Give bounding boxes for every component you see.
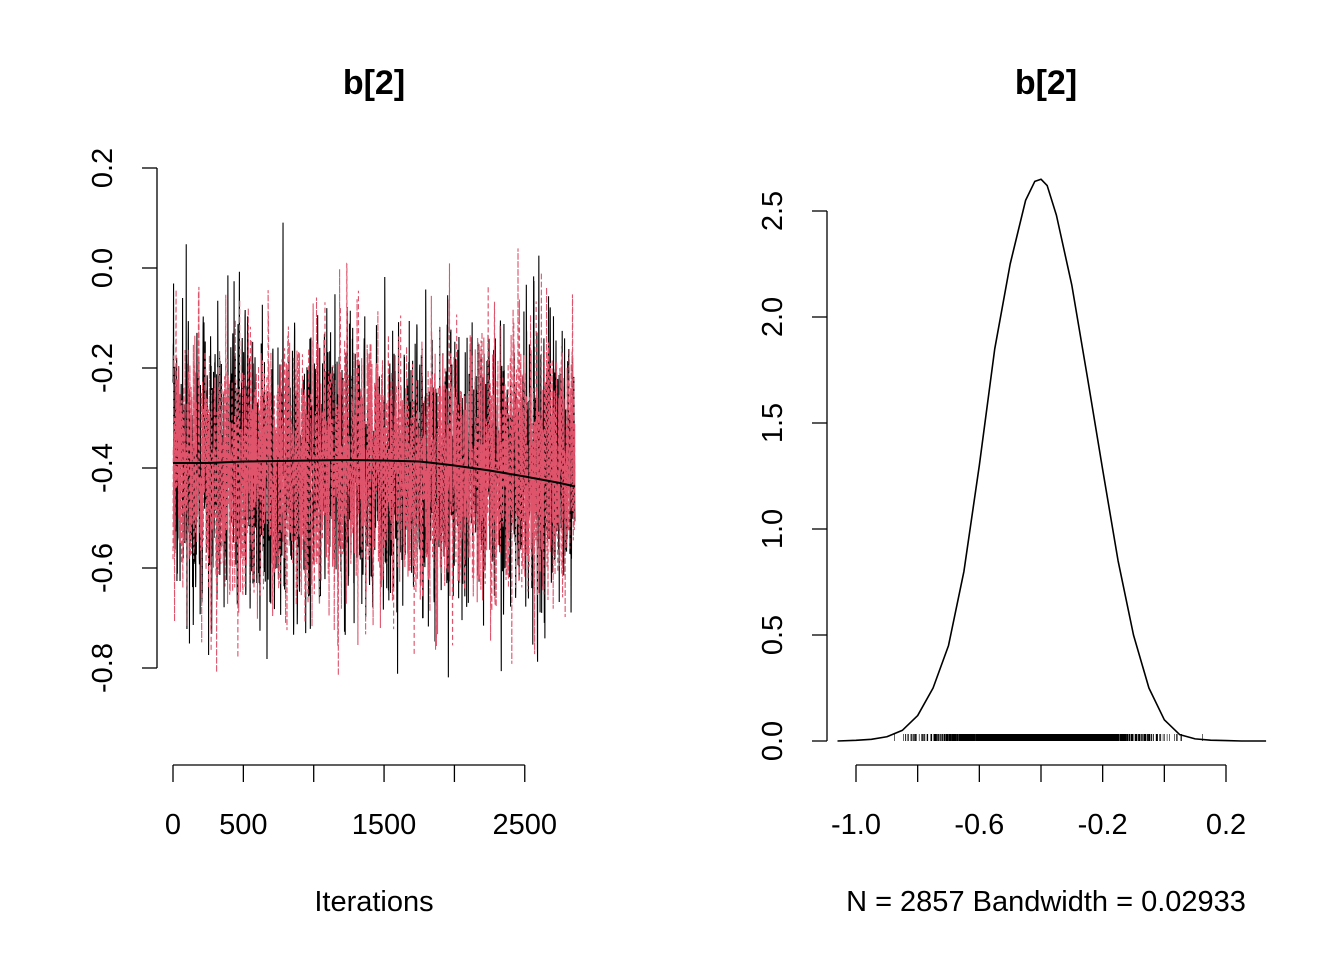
density-rug <box>894 734 1203 741</box>
trace-x-tick-label: 0 <box>165 809 181 841</box>
trace-y-tick-label: -0.6 <box>87 543 119 593</box>
trace-y-tick-label: 0.2 <box>87 148 119 188</box>
density-plot-title: b[2] <box>1015 64 1077 102</box>
trace-x-axis: 0 500 1500 2500 <box>165 764 558 841</box>
density-x-tick-label: 0.2 <box>1206 809 1246 841</box>
density-x-axis-label: N = 2857 Bandwidth = 0.02933 <box>846 886 1246 918</box>
density-y-tick-label: 0.5 <box>757 615 789 655</box>
density-y-tick-label: 0.0 <box>757 721 789 761</box>
density-y-tick-label: 1.0 <box>757 509 789 549</box>
density-line <box>837 178 1267 742</box>
trace-plot-title: b[2] <box>343 64 405 102</box>
density-y-tick-label: 2.0 <box>757 297 789 337</box>
trace-mean-line <box>173 458 576 488</box>
trace-y-tick-label: 0.0 <box>87 248 119 288</box>
density-x-axis: -1.0 -0.6 -0.2 0.2 <box>831 764 1246 841</box>
trace-chains <box>172 222 576 678</box>
density-y-tick-label: 2.5 <box>757 191 789 231</box>
trace-y-tick-label: -0.2 <box>87 343 119 393</box>
density-curve <box>837 178 1267 742</box>
density-y-axis: 0.0 0.5 1.0 1.5 2.0 2.5 <box>757 191 828 761</box>
trace-plot-panel: b[2] 0.2 0.0 -0.2 -0.4 -0.6 -0.8 0 500 1500 2500… <box>87 64 576 918</box>
density-x-tick-label: -1.0 <box>831 809 881 841</box>
density-y-tick-label: 1.5 <box>757 403 789 443</box>
trace-y-tick-label: -0.4 <box>87 443 119 493</box>
density-x-tick-label: -0.2 <box>1078 809 1128 841</box>
trace-y-axis: 0.2 0.0 -0.2 -0.4 -0.6 -0.8 <box>87 148 158 693</box>
trace-y-tick-label: -0.8 <box>87 643 119 693</box>
density-plot-panel: b[2] 0.00.51.01.52.02.5 -1.0 -0.6 -0.2 0.2 … <box>757 64 1267 918</box>
density-x-tick-label: -0.6 <box>954 809 1004 841</box>
trace-x-axis-label: Iterations <box>314 886 433 918</box>
density-rug-marks <box>894 734 1203 741</box>
trace-x-tick-label: 1500 <box>352 809 417 841</box>
trace-x-tick-label: 500 <box>219 809 267 841</box>
trace-x-tick-label: 2500 <box>493 809 558 841</box>
trace-running-mean <box>173 458 576 488</box>
